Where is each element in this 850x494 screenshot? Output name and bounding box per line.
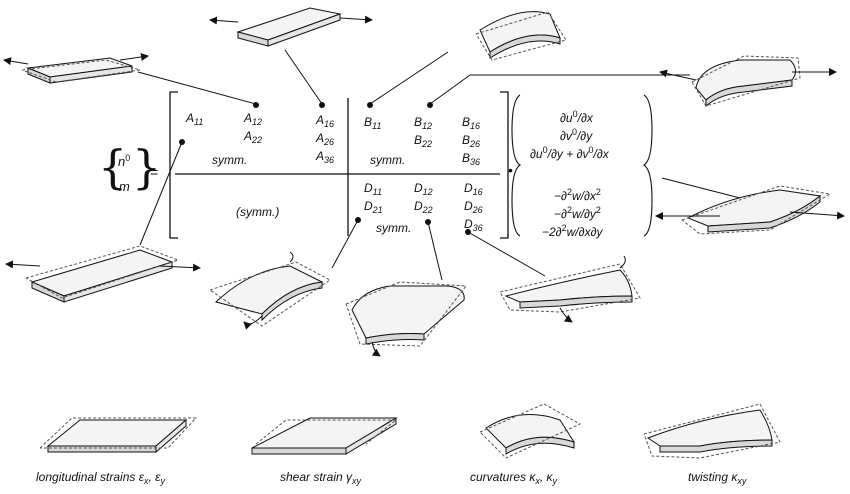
matrix-symm-a: symm.: [212, 153, 248, 167]
plate-twist-right: [655, 185, 845, 235]
matrix-b11: B11: [364, 115, 382, 132]
matrix-frame: [169, 91, 509, 239]
plate-bottom-curvature: [479, 403, 582, 459]
plate-bend-3: [499, 255, 641, 323]
plate-bend-2: [345, 281, 467, 357]
matrix-a26: A26: [316, 131, 335, 148]
multiply-dot: •: [508, 162, 513, 178]
matrix-a11: A11: [186, 111, 204, 128]
lhs-equals: =: [150, 164, 159, 180]
matrix-b16: B16: [462, 115, 481, 132]
matrix-b26: B26: [462, 133, 481, 150]
matrix-symm-d: symm.: [376, 221, 412, 235]
matrix-a36: A36: [316, 149, 335, 166]
caption-shear-strain: shear strain γxy: [280, 470, 362, 486]
caption-longitudinal-strains: longitudinal strains εx, εy: [36, 470, 165, 486]
plate-curvature-top: [475, 11, 567, 61]
leader-dots: [179, 102, 471, 235]
matrix-b22: B22: [414, 133, 433, 150]
lhs-right-brace: }: [132, 140, 162, 194]
vector-bracket: [511, 94, 653, 237]
matrix-d11: D11: [364, 181, 383, 198]
matrix-symm-b: symm.: [370, 153, 406, 167]
vector-row-1: ∂u0/∂x: [560, 109, 593, 125]
matrix-a12: A12: [244, 111, 263, 128]
matrix-d36: D36: [464, 217, 483, 234]
plate-bend-1: [209, 251, 331, 330]
plate-shear-top: [209, 7, 373, 47]
matrix-d21: D21: [364, 199, 383, 216]
matrix-d22: D22: [414, 199, 433, 216]
vector-row-4: −∂2w/∂x2: [554, 187, 601, 203]
vector-row-5: −∂2w/∂y2: [554, 205, 601, 221]
matrix-b12: B12: [414, 115, 433, 132]
plate-bottom-twisting: [643, 403, 781, 459]
vector-row-2: ∂v0/∂y: [560, 127, 593, 143]
matrix-a16: A16: [316, 113, 335, 130]
lhs-left-brace: {: [98, 140, 128, 194]
matrix-a22: A22: [244, 129, 263, 146]
matrix-d12: D12: [414, 181, 433, 198]
lhs-m: m: [119, 179, 130, 194]
vector-row-6: −2∂2w/∂x∂y: [542, 223, 603, 239]
plate-longitudinal-left: [5, 245, 201, 303]
plate-bottom-longitudinal: [39, 417, 198, 454]
plate-bottom-shear: [251, 417, 398, 455]
matrix-d26: D26: [464, 199, 483, 216]
caption-twisting: twisting κxy: [688, 470, 747, 486]
plate-twist-top: [659, 55, 837, 108]
leader-lines: [137, 49, 741, 281]
caption-curvatures: curvatures κx, κy: [470, 470, 558, 486]
matrix-d16: D16: [464, 181, 483, 198]
plate-longitudinal-top: [3, 53, 149, 84]
matrix-b36: B36: [462, 151, 481, 168]
vector-row-3: ∂u0/∂y + ∂v0/∂x: [530, 145, 609, 161]
lhs-n: n0: [118, 153, 131, 169]
matrix-symm-lower: (symm.): [236, 205, 280, 219]
